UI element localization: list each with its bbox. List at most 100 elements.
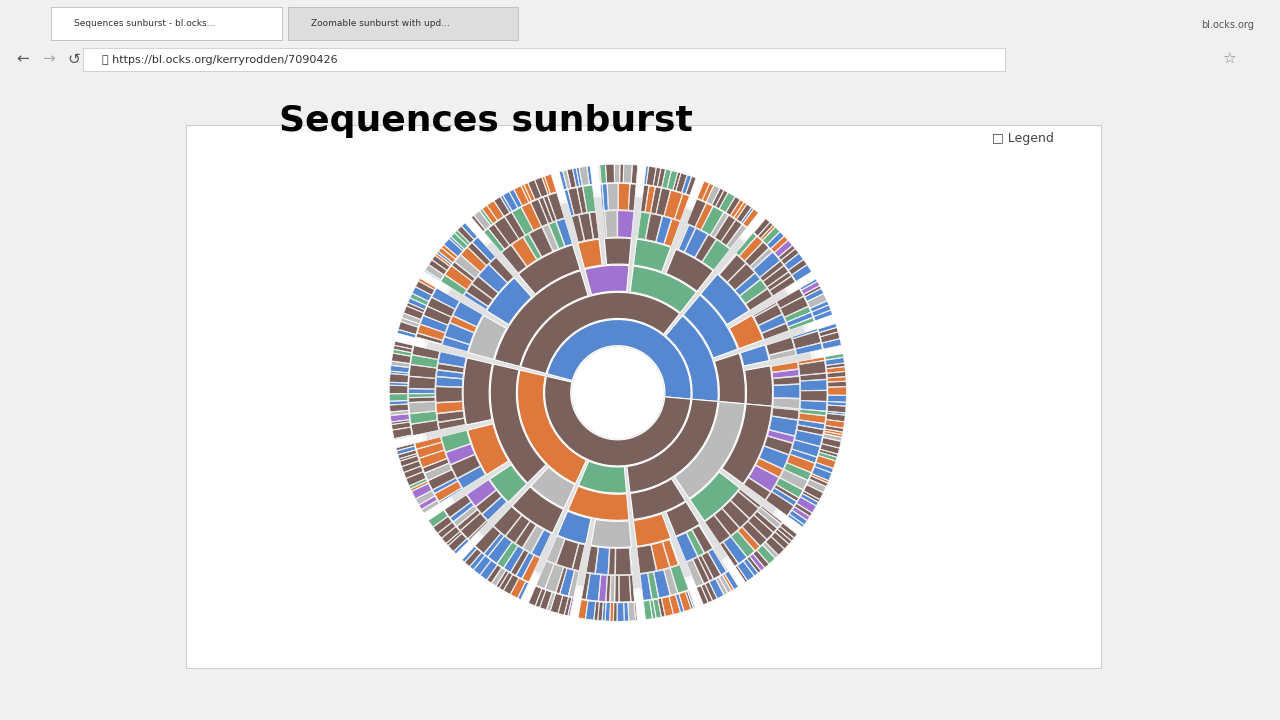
Wedge shape — [444, 495, 471, 517]
Wedge shape — [408, 377, 435, 389]
Wedge shape — [678, 225, 695, 252]
Wedge shape — [740, 345, 769, 366]
Wedge shape — [472, 276, 498, 300]
Wedge shape — [461, 513, 486, 539]
Wedge shape — [590, 212, 599, 239]
Wedge shape — [701, 584, 712, 603]
Wedge shape — [524, 183, 535, 201]
Wedge shape — [512, 487, 563, 533]
Wedge shape — [790, 510, 808, 525]
Wedge shape — [389, 382, 408, 385]
Wedge shape — [648, 572, 658, 599]
Wedge shape — [568, 486, 628, 521]
Wedge shape — [516, 553, 534, 578]
Wedge shape — [435, 482, 461, 501]
Wedge shape — [531, 530, 550, 557]
Wedge shape — [417, 193, 818, 593]
Wedge shape — [675, 402, 745, 498]
Wedge shape — [476, 490, 502, 513]
Wedge shape — [392, 422, 411, 430]
Wedge shape — [671, 539, 680, 564]
Wedge shape — [545, 174, 557, 194]
Wedge shape — [646, 214, 662, 241]
Wedge shape — [774, 485, 799, 501]
Wedge shape — [467, 284, 493, 306]
Wedge shape — [436, 402, 463, 413]
Wedge shape — [548, 193, 564, 220]
Wedge shape — [579, 600, 588, 618]
Wedge shape — [483, 497, 507, 520]
Wedge shape — [687, 199, 705, 227]
Wedge shape — [392, 354, 411, 364]
Wedge shape — [561, 569, 575, 596]
Wedge shape — [425, 265, 444, 279]
Wedge shape — [509, 189, 522, 207]
Wedge shape — [415, 437, 442, 449]
Wedge shape — [744, 559, 758, 576]
Wedge shape — [731, 531, 754, 557]
Wedge shape — [644, 600, 653, 619]
Wedge shape — [605, 211, 617, 238]
Wedge shape — [417, 325, 445, 340]
Wedge shape — [442, 431, 471, 452]
Wedge shape — [731, 200, 744, 217]
Wedge shape — [676, 594, 684, 612]
Wedge shape — [416, 333, 443, 343]
Wedge shape — [605, 164, 614, 183]
Wedge shape — [429, 260, 447, 274]
Wedge shape — [504, 546, 524, 572]
Wedge shape — [454, 255, 480, 278]
Wedge shape — [515, 186, 529, 205]
Wedge shape — [795, 503, 812, 516]
Wedge shape — [700, 274, 749, 325]
Wedge shape — [579, 461, 627, 493]
Wedge shape — [746, 289, 772, 310]
Wedge shape — [531, 467, 575, 508]
Wedge shape — [411, 355, 438, 368]
Wedge shape — [412, 287, 431, 301]
Wedge shape — [820, 444, 840, 454]
Wedge shape — [760, 506, 782, 523]
Wedge shape — [685, 228, 708, 257]
Wedge shape — [627, 399, 718, 492]
Wedge shape — [828, 377, 846, 382]
Wedge shape — [756, 545, 774, 564]
Wedge shape — [433, 478, 457, 493]
Wedge shape — [389, 394, 408, 401]
Wedge shape — [494, 197, 509, 216]
Wedge shape — [572, 544, 585, 570]
Wedge shape — [736, 566, 748, 582]
Wedge shape — [389, 385, 408, 393]
Wedge shape — [389, 374, 408, 383]
Wedge shape — [498, 542, 517, 567]
Wedge shape — [567, 169, 576, 188]
Wedge shape — [787, 312, 813, 326]
Wedge shape — [410, 411, 436, 424]
Wedge shape — [828, 395, 846, 402]
Wedge shape — [468, 243, 490, 265]
Wedge shape — [745, 366, 773, 406]
Wedge shape — [474, 211, 490, 230]
Wedge shape — [408, 389, 435, 393]
Wedge shape — [799, 361, 826, 375]
Wedge shape — [453, 302, 483, 326]
Wedge shape — [767, 338, 795, 355]
Wedge shape — [827, 372, 846, 378]
Wedge shape — [788, 260, 806, 274]
Wedge shape — [416, 491, 435, 505]
Wedge shape — [480, 561, 497, 580]
Wedge shape — [785, 253, 804, 270]
Wedge shape — [440, 275, 466, 295]
Wedge shape — [467, 424, 508, 474]
Wedge shape — [686, 530, 704, 556]
Wedge shape — [806, 480, 826, 492]
Wedge shape — [676, 174, 687, 192]
Wedge shape — [716, 577, 727, 595]
Wedge shape — [686, 559, 703, 587]
Wedge shape — [712, 189, 723, 207]
Wedge shape — [521, 184, 531, 202]
Wedge shape — [819, 449, 838, 457]
Wedge shape — [769, 349, 796, 360]
Wedge shape — [792, 440, 819, 456]
Wedge shape — [511, 550, 529, 575]
